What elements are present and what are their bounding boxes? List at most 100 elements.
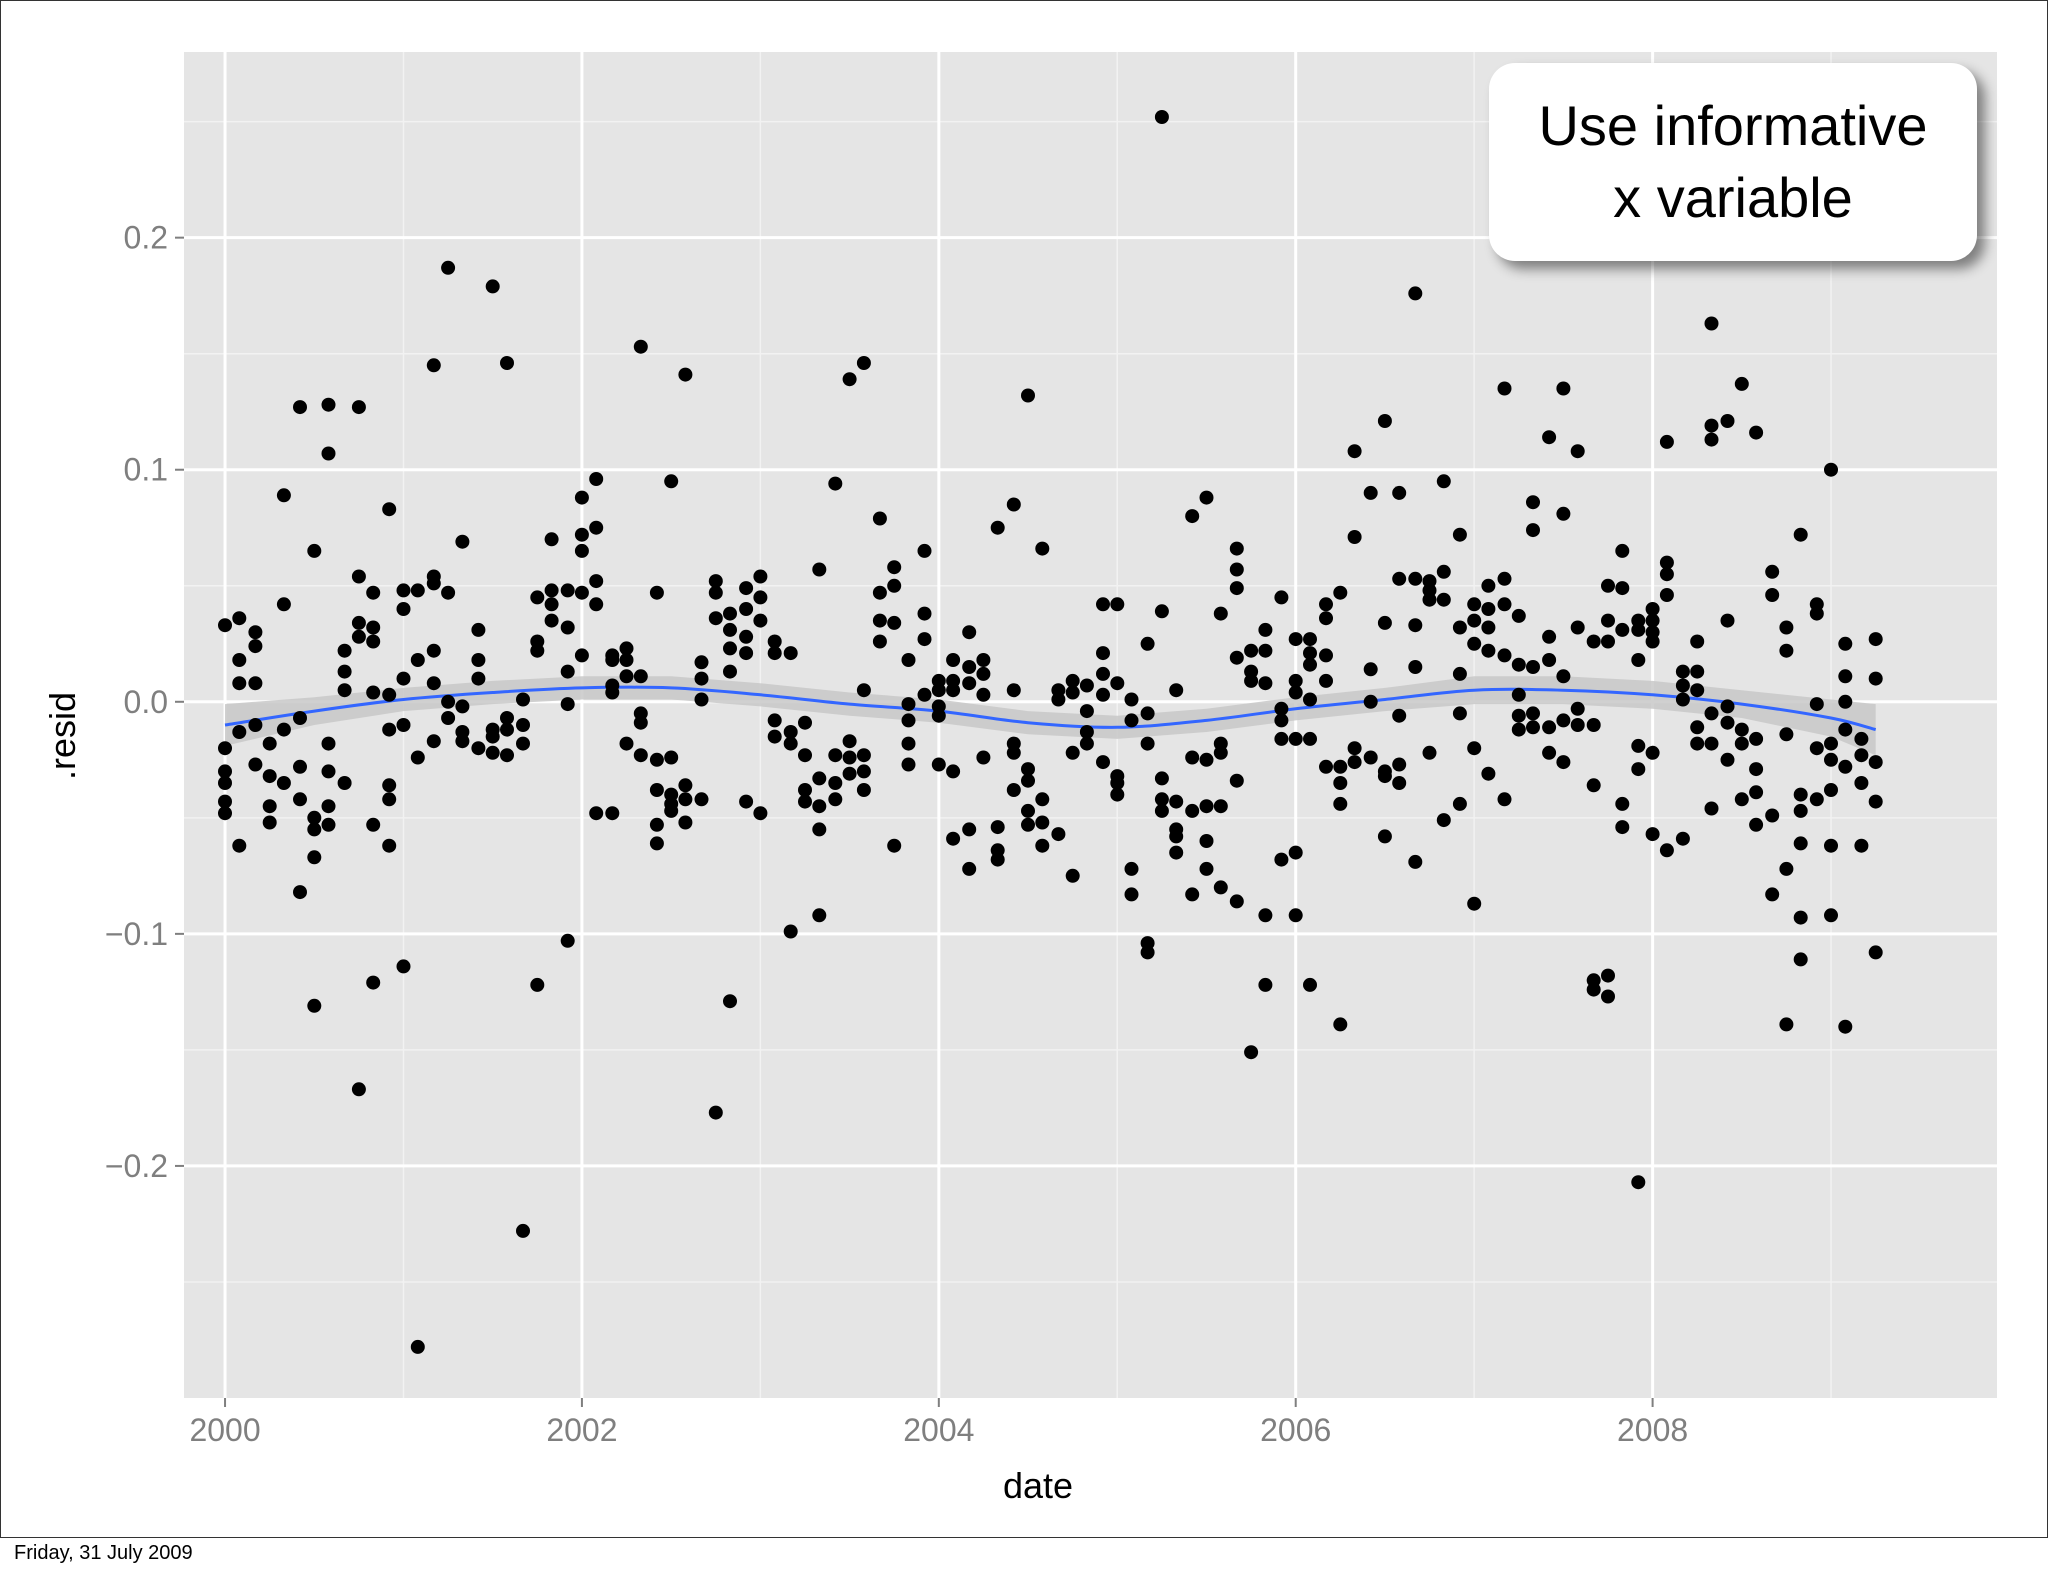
data-point [1497,597,1512,612]
data-point [321,446,336,461]
data-point [1258,977,1273,992]
data-point [694,792,709,807]
data-point [1124,692,1139,707]
data-point [1734,722,1749,737]
data-point [1213,606,1228,621]
data-point [1213,799,1228,814]
data-point [1542,720,1557,735]
data-point [1258,676,1273,691]
data-point [1467,636,1482,651]
data-point [767,713,782,728]
data-point [739,602,754,616]
data-point [1868,945,1883,960]
data-point [351,629,366,644]
data-point [1659,434,1674,449]
data-point [1347,741,1362,756]
data-point [1690,664,1705,679]
data-point [321,817,336,832]
data-point [633,748,648,763]
data-point [1868,632,1883,647]
data-point [218,806,232,821]
data-point [1096,687,1110,702]
data-point [664,750,679,765]
data-point [649,585,664,600]
data-point [1793,787,1808,802]
data-point [1319,648,1333,663]
data-point [321,736,336,751]
data-point [694,655,709,670]
data-point [783,646,798,661]
data-point [1720,414,1735,428]
data-point [783,736,798,751]
data-point [410,750,425,765]
data-point [1333,585,1348,600]
data-point [664,803,679,818]
x-tick-label: 2004 [903,1412,974,1448]
data-point [530,590,545,605]
data-point [1570,444,1585,459]
data-point [455,699,470,714]
data-point [976,666,991,681]
data-point [441,585,456,600]
y-tick-label: 0.2 [124,220,168,256]
data-point [694,671,709,686]
data-point [426,676,441,691]
data-point [605,806,620,821]
data-point [1244,1045,1259,1060]
data-point [516,718,530,732]
data-point [1765,588,1780,602]
data-point [798,715,812,730]
data-point [917,687,932,702]
data-point [1035,792,1050,807]
data-point [1690,634,1705,649]
data-point [842,734,857,749]
data-point [1659,588,1674,602]
x-axis-title: date [1003,1465,1073,1506]
data-point [842,766,857,781]
data-point [1497,381,1512,396]
data-point [1481,766,1496,781]
data-point [678,792,693,807]
data-point [1809,606,1824,621]
data-point [649,752,664,767]
data-point [1258,908,1273,923]
smooth-line [224,685,1877,732]
data-point [767,634,782,649]
data-point [426,643,441,658]
data-point [382,722,397,737]
data-point [1734,376,1749,391]
data-point [1110,676,1125,691]
data-point [293,759,307,774]
data-point [887,615,902,630]
data-point [1467,741,1482,756]
data-point [962,861,977,876]
data-point [293,400,307,415]
data-point [1274,731,1289,746]
data-point [307,543,322,558]
data-point [1586,634,1601,649]
data-point [1809,792,1824,807]
data-point [500,748,514,763]
data-point [560,697,575,712]
data-point [1303,657,1317,672]
data-point [901,757,916,772]
data-point [1659,843,1674,858]
data-point [917,606,932,621]
data-point [307,822,322,837]
data-point [1556,669,1571,684]
data-point [544,613,559,628]
data-point [426,576,441,591]
data-point [321,764,336,779]
data-point [1065,745,1080,760]
data-point [382,778,397,793]
data-point [1734,736,1749,751]
slide: 2000 2002 2004 2006 2008 −0.2 −0.1 0.0 0.1 0.2 da… [0,0,2048,1538]
data-point [589,574,604,589]
data-point [619,641,634,656]
data-point [856,764,871,779]
data-point [1079,704,1094,719]
data-point [1288,685,1303,700]
data-point [1556,506,1571,521]
data-point [1229,581,1244,596]
data-point [828,776,843,790]
